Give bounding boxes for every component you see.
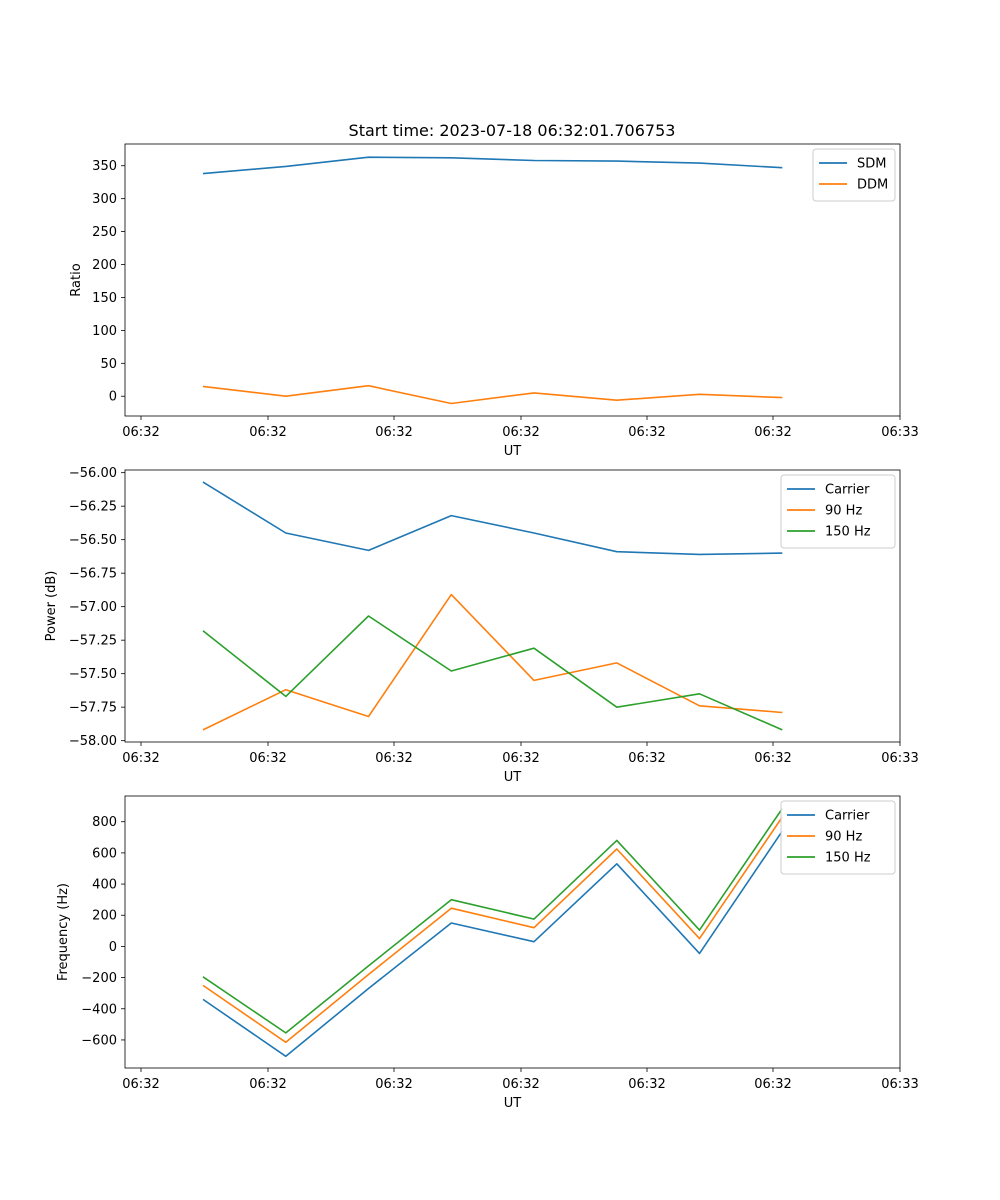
x-tick-label: 06:32 [375,425,412,440]
y-axis-label: Ratio [69,263,84,296]
series-line-90-hz [202,593,783,731]
y-tick-label: −600 [81,1033,117,1048]
power-subplot: 06:32 06:32 06:32 06:32 06:32 06:32 06:33 −58.0… [44,466,919,785]
y-tick-label: 300 [92,192,117,207]
legend-label-150-hz: 150 Hz [825,851,871,866]
x-axis-label: UT [504,1096,522,1111]
series-line-sdm [202,156,783,175]
x-tick-label: 06:32 [122,751,159,766]
plot-frame [124,143,901,417]
ratio-subplot: 06:32 06:32 06:32 06:32 06:32 06:32 06:33 0 50 10… [69,143,919,459]
x-tick-label: 06:32 [754,1077,791,1092]
y-tick-label: −57.00 [69,600,117,615]
x-tick-label: 06:32 [628,1077,665,1092]
x-tick-label: 06:32 [122,425,159,440]
series-line-90-hz [202,816,783,1044]
y-tick-label: 250 [92,225,117,240]
x-tick-label: 06:32 [249,751,286,766]
y-tick-label: 200 [92,909,117,924]
x-tick-label: 06:33 [881,1077,918,1092]
x-tick-label: 06:32 [122,1077,159,1092]
y-tick-label: 600 [92,846,117,861]
y-tick-label: 800 [92,815,117,830]
y-tick-label: −57.25 [69,634,117,649]
y-tick-label: 0 [109,940,117,955]
x-tick-label: 06:33 [881,425,918,440]
y-tick-label: −400 [81,1002,117,1017]
legend-label-150-hz: 150 Hz [825,525,871,540]
plot-frame [124,795,901,1069]
x-tick-label: 06:33 [881,751,918,766]
x-tick-label: 06:32 [249,1077,286,1092]
y-tick-label: 200 [92,258,117,273]
x-axis-label: UT [504,444,522,459]
x-tick-label: 06:32 [754,751,791,766]
x-tick-label: 06:32 [754,425,791,440]
y-tick-label: 50 [100,357,117,372]
series-line-ddm [202,384,783,405]
y-tick-label: 150 [92,291,117,306]
figure-title: Start time: 2023-07-18 06:32:01.706753 [349,121,676,140]
x-tick-label: 06:32 [628,751,665,766]
series-line-carrier [202,481,783,556]
x-tick-label: 06:32 [628,425,665,440]
legend-box [812,148,896,202]
legend-label-90-hz: 90 Hz [825,504,862,519]
legend-label-90-hz: 90 Hz [825,830,862,845]
y-tick-label: −57.75 [69,701,117,716]
y-tick-label: −56.50 [69,533,117,548]
y-tick-label: −56.00 [69,466,117,481]
x-tick-label: 06:32 [249,425,286,440]
x-tick-label: 06:32 [375,751,412,766]
series-line-150-hz [202,615,783,731]
x-tick-label: 06:32 [375,1077,412,1092]
y-tick-label: −56.25 [69,500,117,515]
y-axis-label: Frequency (Hz) [56,883,71,981]
series-line-carrier [202,830,783,1058]
x-axis-label: UT [504,770,522,785]
legend-label-carrier: Carrier [825,483,870,498]
legend-box [780,800,896,875]
y-tick-label: 100 [92,324,117,339]
legend-label-ddm: DDM [857,178,888,193]
x-tick-label: 06:32 [502,751,539,766]
y-tick-label: −200 [81,971,117,986]
y-tick-label: −57.50 [69,667,117,682]
y-tick-label: 0 [109,390,117,405]
y-tick-label: 350 [92,159,117,174]
series-line-150-hz [202,808,783,1034]
plot-frame [124,469,901,743]
y-axis-label: Power (dB) [44,571,59,642]
y-tick-label: 400 [92,878,117,893]
x-tick-label: 06:32 [502,1077,539,1092]
legend-box [780,474,896,549]
legend-label-carrier: Carrier [825,809,870,824]
frequency-subplot: 06:32 06:32 06:32 06:32 06:32 06:32 06:33 −600 −… [56,795,919,1111]
legend-label-sdm: SDM [857,157,886,172]
y-tick-label: −58.00 [69,734,117,749]
x-tick-label: 06:32 [502,425,539,440]
y-tick-label: −56.75 [69,567,117,582]
